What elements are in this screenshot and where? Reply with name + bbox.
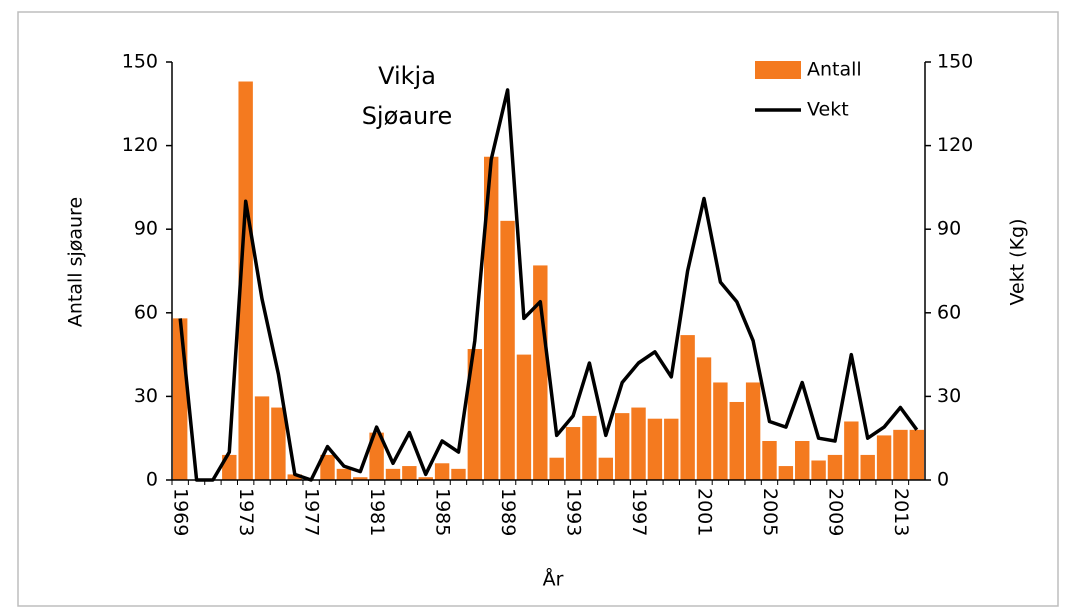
bar <box>402 466 417 480</box>
bar <box>336 468 352 480</box>
bar <box>614 413 630 480</box>
bar <box>762 440 777 480</box>
y2-tick-label: 30 <box>937 385 961 407</box>
bar <box>451 468 466 480</box>
y-tick-label: 60 <box>134 301 158 323</box>
x-tick-label: 1993 <box>563 488 585 536</box>
bar <box>418 477 433 480</box>
y-tick-label: 150 <box>122 51 158 73</box>
bar <box>795 440 810 480</box>
bar <box>745 382 761 480</box>
bar <box>516 354 532 480</box>
bar <box>254 396 270 480</box>
y2-tick-label: 120 <box>937 134 973 156</box>
bar <box>271 407 286 480</box>
legend-swatch <box>755 61 801 79</box>
x-tick-label: 1997 <box>628 488 650 536</box>
bar <box>876 435 892 480</box>
bar <box>844 421 859 480</box>
y-tick-label: 0 <box>146 469 158 491</box>
bar <box>909 429 925 480</box>
y-tick-label: 120 <box>122 134 158 156</box>
chart-title: Sjøaure <box>362 102 453 130</box>
bar <box>893 429 908 480</box>
x-tick-label: 1977 <box>301 488 323 536</box>
bar <box>238 81 253 481</box>
bar <box>385 468 401 480</box>
y-tick-label: 90 <box>134 218 158 240</box>
x-tick-label: 1985 <box>432 488 454 536</box>
legend-label: Vekt <box>807 99 849 121</box>
bar <box>353 477 368 480</box>
x-tick-label: 1989 <box>497 488 519 536</box>
x-axis-label: År <box>543 568 564 591</box>
bar <box>467 349 483 480</box>
bar <box>827 454 843 480</box>
x-tick-label: 1969 <box>170 488 192 536</box>
y-axis-label: Antall sjøaure <box>65 197 87 327</box>
x-tick-label: 2005 <box>759 488 781 536</box>
bar <box>860 454 875 480</box>
bar <box>533 265 548 480</box>
bar <box>729 401 744 480</box>
y2-tick-label: 90 <box>937 218 961 240</box>
bar <box>778 466 794 480</box>
bar <box>811 460 826 480</box>
x-tick-label: 1981 <box>366 488 388 536</box>
chart-title: Vikja <box>378 62 436 90</box>
bar <box>582 415 597 480</box>
y2-tick-label: 0 <box>937 469 949 491</box>
x-tick-label: 2009 <box>824 488 846 536</box>
bar <box>631 407 646 480</box>
x-tick-label: 1973 <box>235 488 257 536</box>
legend-label: Antall <box>807 59 862 81</box>
y-tick-label: 30 <box>134 385 158 407</box>
bar <box>713 382 728 480</box>
line <box>178 88 919 482</box>
bar <box>680 335 695 480</box>
bar <box>172 318 188 480</box>
bar <box>369 432 384 480</box>
bar <box>647 418 663 480</box>
y2-tick-label: 60 <box>937 301 961 323</box>
bar <box>320 454 335 480</box>
bar <box>434 463 450 480</box>
bar <box>500 220 515 480</box>
bar <box>696 357 712 480</box>
x-tick-label: 2013 <box>890 488 912 536</box>
bar <box>565 427 581 480</box>
bar <box>484 156 499 480</box>
x-tick-label: 2001 <box>694 488 716 536</box>
bar <box>598 457 613 480</box>
bar <box>664 418 679 480</box>
y2-tick-label: 150 <box>937 51 973 73</box>
bar <box>287 474 302 480</box>
y2-axis-label: Vekt (Kg) <box>1007 218 1029 305</box>
bar <box>549 457 564 480</box>
